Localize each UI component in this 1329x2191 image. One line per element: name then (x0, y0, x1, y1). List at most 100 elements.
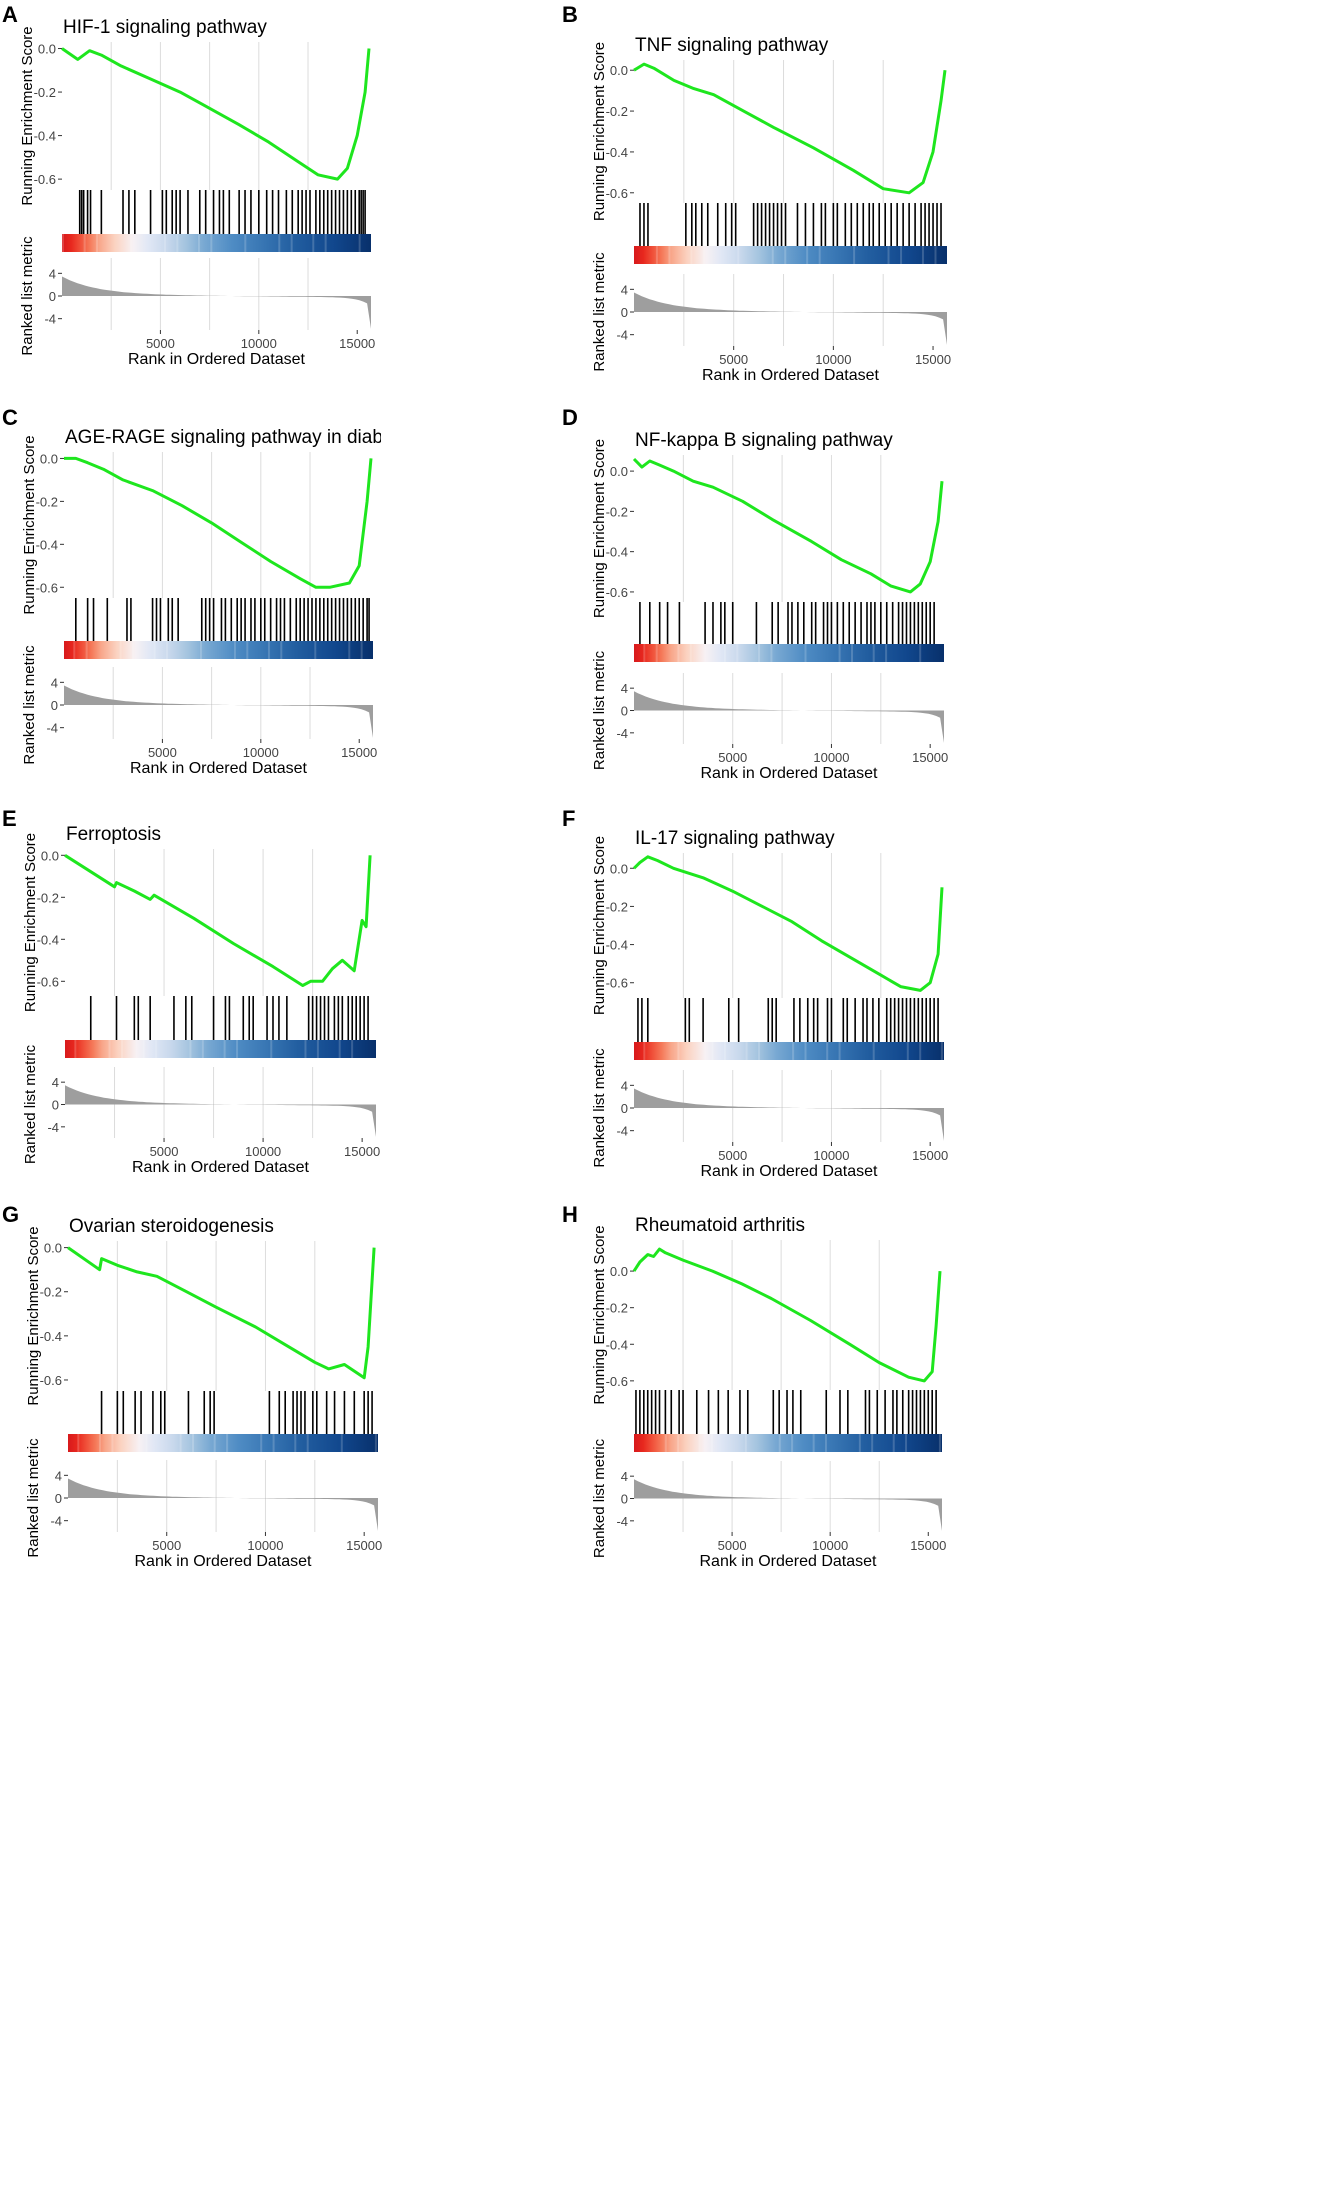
x-tick-label: 10000 (241, 336, 277, 351)
x-axis-label: Rank in Ordered Dataset (132, 1159, 310, 1176)
heatmap-band (210, 234, 213, 252)
y-tick-label: 0.0 (40, 451, 58, 466)
heatmap-band (905, 1434, 908, 1452)
x-tick-label: 5000 (152, 1538, 181, 1553)
heatmap-band (129, 234, 132, 252)
ranked-metric-area (65, 1085, 376, 1137)
ranked-metric-area (634, 1088, 944, 1141)
heatmap-band (163, 234, 166, 252)
y-tick-label: -0.2 (606, 899, 628, 914)
heatmap-band (690, 246, 693, 264)
panel-letter: C (2, 405, 18, 430)
heatmap-band (806, 246, 809, 264)
panel-letter: F (562, 806, 575, 831)
heatmap-band (294, 1434, 297, 1452)
heatmap-band (758, 644, 760, 662)
heatmap-band (784, 246, 787, 264)
heatmap-band (737, 246, 740, 264)
x-tick-label: 10000 (815, 352, 851, 367)
heatmap-band (145, 1434, 148, 1452)
panel-letter: B (562, 2, 578, 27)
heatmap-band (348, 641, 351, 659)
y-axis-label-es: Running Enrichment Score (591, 42, 608, 221)
heatmap-band (153, 641, 156, 659)
heatmap-band (838, 644, 841, 662)
heatmap-band (770, 644, 773, 662)
enrichment-score-line (633, 62, 947, 195)
y-axis-label-es: Running Enrichment Score (21, 435, 38, 614)
y-tick-label: -0.4 (34, 129, 56, 144)
metric-tick-label: 0 (621, 1101, 628, 1116)
x-axis-label: Rank in Ordered Dataset (700, 1553, 878, 1570)
x-tick-label: 10000 (243, 745, 279, 760)
heatmap-band (226, 1434, 229, 1452)
gsea-panel-a: A HIF-1 signaling pathway 0.0 -0.2 -0.4 -0.6 4… (2, 2, 375, 368)
heatmap-band (111, 1434, 114, 1452)
y-tick-label: -0.2 (36, 494, 58, 509)
metric-tick-label: 0 (55, 1491, 62, 1506)
x-tick-label: 10000 (813, 1148, 849, 1163)
heatmap-band (792, 1042, 795, 1060)
gsea-panel-e: E Ferroptosis 0.0 -0.2 -0.4 -0.6 4 0 -4 5000 10000… (2, 806, 380, 1176)
ranked-metric-area (634, 691, 944, 743)
y-tick-label: -0.6 (40, 1373, 62, 1388)
ranked-list-heatmap (68, 1434, 378, 1452)
chart-title: Ferroptosis (66, 824, 161, 845)
ranked-list-heatmap (634, 1042, 944, 1060)
gsea-panel-g: G Ovarian steroidogenesis 0.0 -0.2 -0.4 -0.6 4… (2, 1202, 382, 1570)
ranked-list-heatmap (62, 234, 371, 252)
heatmap-band (892, 1434, 895, 1452)
heatmap-band (826, 1042, 829, 1060)
heatmap-band (267, 641, 270, 659)
y-tick-label: -0.2 (34, 85, 56, 100)
x-tick-label: 5000 (719, 352, 748, 367)
heatmap-band (851, 644, 853, 662)
chart-title: IL-17 signaling pathway (635, 828, 835, 849)
x-tick-label: 15000 (341, 745, 377, 760)
heatmap-band (306, 1434, 309, 1452)
x-tick-label: 15000 (346, 1538, 382, 1553)
gsea-panel-c: C AGE-RAGE signaling pathway in diabetic … (2, 405, 381, 777)
metric-tick-label: -4 (616, 726, 628, 741)
ranked-list-heatmap (634, 644, 944, 662)
heatmap-band (155, 1040, 158, 1058)
metric-tick-label: 4 (51, 675, 58, 690)
x-axis-label: Rank in Ordered Dataset (130, 760, 308, 777)
metric-tick-label: -4 (616, 328, 628, 343)
heatmap-band (824, 1434, 827, 1452)
chart-title: HIF-1 signaling pathway (63, 17, 267, 38)
heatmap-band (358, 234, 361, 252)
heatmap-band (711, 1434, 713, 1452)
chart-title: Rheumatoid arthritis (635, 1215, 805, 1236)
heatmap-band (702, 246, 705, 264)
y-axis-label-es: Running Enrichment Score (25, 1226, 42, 1405)
heatmap-band (677, 1434, 680, 1452)
heatmap-band (260, 1434, 263, 1452)
y-tick-label: 0.0 (38, 42, 56, 57)
heatmap-band (120, 1040, 123, 1058)
chart-title: NF-kappa B signaling pathway (635, 430, 893, 451)
x-tick-label: 15000 (910, 1538, 946, 1553)
heatmap-band (698, 1434, 701, 1452)
x-tick-label: 5000 (718, 1148, 747, 1163)
heatmap-band (858, 1434, 861, 1452)
heatmap-band (736, 644, 739, 662)
y-tick-label: 0.0 (610, 63, 628, 78)
heatmap-band (664, 1434, 667, 1452)
y-axis-label-es: Running Enrichment Score (19, 26, 36, 205)
heatmap-band (804, 644, 807, 662)
x-axis-label: Rank in Ordered Dataset (128, 351, 306, 368)
x-tick-label: 5000 (148, 745, 177, 760)
y-tick-label: -0.4 (606, 545, 628, 560)
heatmap-band (108, 1040, 111, 1058)
heatmap-band (919, 644, 922, 662)
heatmap-band (744, 1434, 747, 1452)
heatmap-band (711, 1042, 714, 1060)
metric-tick-label: 4 (621, 681, 628, 696)
panel-letter: E (2, 806, 17, 831)
heatmap-band (655, 644, 658, 662)
metric-tick-label: 0 (49, 289, 56, 304)
y-tick-label: 0.0 (610, 861, 628, 876)
gsea-panel-f: F IL-17 signaling pathway 0.0 -0.2 -0.4 -0.6 4… (562, 806, 948, 1180)
heatmap-band (804, 1042, 807, 1060)
